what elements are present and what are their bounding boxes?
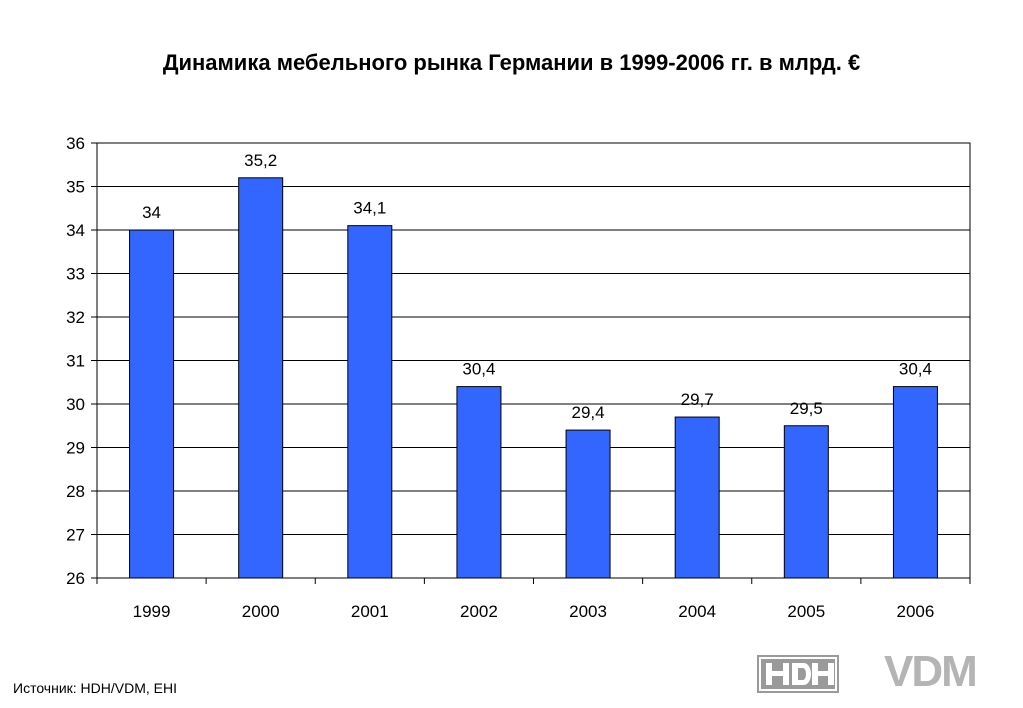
data-label-2005: 29,5 [790,399,823,418]
y-tick-label: 30 [66,395,85,414]
data-label-2003: 29,4 [572,403,605,422]
y-tick-label: 33 [66,265,85,284]
y-tick-label: 28 [66,482,85,501]
bar-2005 [783,425,829,579]
data-label-2002: 30,4 [462,360,495,379]
y-tick-label: 27 [66,526,85,545]
hdh-logo [757,655,839,693]
y-tick-label: 36 [66,134,85,153]
y-tick-label: 35 [66,178,85,197]
data-label-1999: 34 [142,203,161,222]
axis-layer: 26 27 28 29 30 31 32 33 34 35 36 1999 2000 2001 2002 20… [66,134,971,621]
data-label-2006: 30,4 [899,360,932,379]
y-tick-label: 26 [66,569,85,588]
data-label-2000: 35,2 [244,151,277,170]
bar-1999 [129,229,175,579]
bar-2001 [347,225,393,579]
labels-layer: 34 35,2 34,1 30,4 29,4 29,7 29,5 30,4 [142,151,932,422]
data-label-2004: 29,7 [681,390,714,409]
vdm-logo: VDM [884,647,978,696]
x-tick-label-2001: 2001 [351,602,389,621]
bar-2003 [565,429,611,579]
bar-2000 [238,177,284,579]
data-label-2001: 34,1 [353,199,386,218]
bar-2004 [674,416,720,579]
x-tick-label-2006: 2006 [897,602,935,621]
x-tick-label-1999: 1999 [133,602,171,621]
x-tick-label-2002: 2002 [460,602,498,621]
y-tick-label: 32 [66,308,85,327]
x-tick-label-2003: 2003 [569,602,607,621]
bars-layer [129,177,938,579]
x-tick-label-2005: 2005 [787,602,825,621]
x-tick-label-2004: 2004 [678,602,716,621]
y-tick-label: 29 [66,439,85,458]
source-note: Источник: HDH/VDM, EHI [13,680,177,696]
y-tick-label: 34 [66,221,85,240]
chart-title: Динамика мебельного рынка Германии в 199… [162,50,861,75]
x-tick-label-2000: 2000 [242,602,280,621]
grid-layer [97,186,970,535]
y-tick-label: 31 [66,352,85,371]
bar-2006 [892,386,938,579]
bar-2002 [456,386,502,579]
